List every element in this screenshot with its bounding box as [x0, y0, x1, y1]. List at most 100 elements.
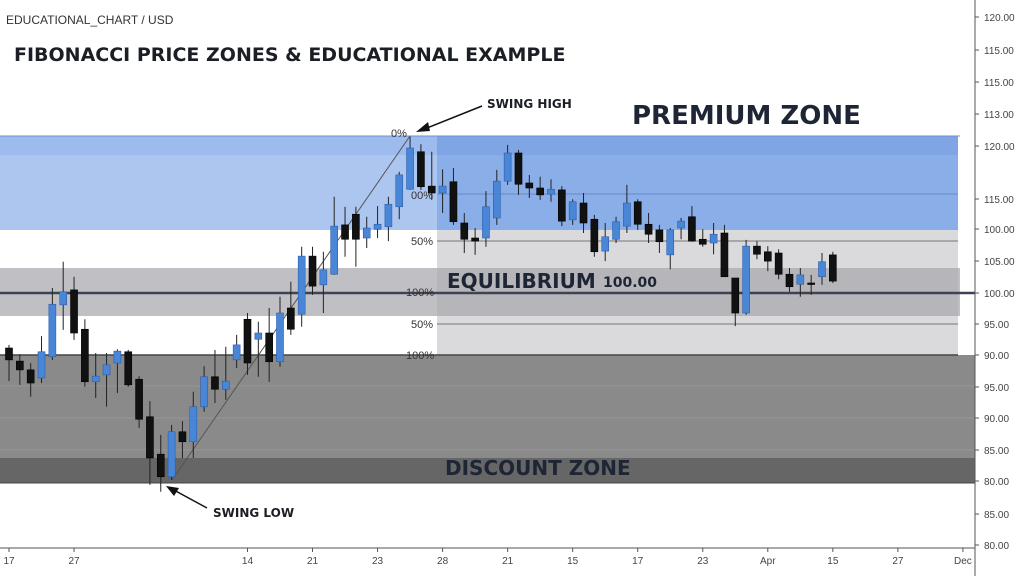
candle-bullish	[677, 218, 685, 240]
candle-bullish	[612, 216, 620, 243]
price-tick-label: 100.00	[984, 289, 1015, 300]
candle-body	[297, 255, 306, 315]
candle-body	[774, 252, 783, 275]
candle-body	[503, 152, 512, 182]
swing-high-arrow-icon	[416, 105, 483, 132]
candle-bullish	[330, 196, 339, 275]
candle-body	[547, 188, 555, 195]
swing-low-label: SWING LOW	[213, 506, 294, 520]
price-axis[interactable]: 120.00 115.00 115.00 113.00 120.00 115.00 100.…	[975, 13, 1015, 552]
time-tick-label: 27	[68, 556, 80, 567]
candle-body	[666, 229, 675, 256]
candle-bearish	[731, 277, 740, 327]
candle-bullish	[319, 251, 328, 313]
candle-body	[460, 222, 469, 240]
time-tick-label: 17	[3, 556, 15, 567]
discount-zone-label: DISCOUNT ZONE	[445, 456, 631, 480]
candle-body	[709, 233, 718, 244]
price-tick-label: 120.00	[984, 142, 1015, 153]
time-tick-label: 23	[372, 556, 384, 567]
fib-label-50-upper: 50%	[411, 236, 433, 248]
candle-bearish	[178, 421, 187, 458]
candle-bearish	[135, 376, 143, 428]
candle-body	[243, 318, 252, 364]
candle-body	[763, 251, 772, 262]
candle-bearish	[558, 186, 566, 227]
time-tick-label: Apr	[760, 556, 776, 567]
candle-bearish	[124, 349, 133, 387]
candle-body	[796, 274, 805, 285]
time-tick-label: 14	[242, 556, 254, 567]
candle-body	[568, 201, 577, 221]
candle-bullish	[384, 196, 393, 242]
candle-bearish	[265, 308, 273, 382]
candle-bullish	[709, 223, 718, 255]
candle-bullish	[200, 366, 208, 412]
swing-low-arrow-icon	[166, 486, 208, 509]
time-tick-label: 27	[892, 556, 904, 567]
candles	[5, 136, 837, 492]
candle-body	[362, 227, 371, 239]
candle-body	[178, 431, 187, 443]
candle-body	[492, 180, 501, 219]
time-axis[interactable]: 17 27 14 21 23 28 21 15 17 23 Apr 15 27 Dec	[3, 548, 972, 567]
candle-body	[612, 221, 620, 240]
candle-body	[558, 189, 566, 222]
candle-bearish	[81, 319, 89, 387]
candle-body	[330, 225, 339, 275]
candle-bearish	[26, 363, 35, 397]
candle-bearish	[70, 276, 78, 340]
candle-body	[742, 245, 750, 314]
candle-bullish	[91, 353, 100, 398]
fib-label-50-lower: 50%	[411, 319, 433, 331]
candle-bullish	[818, 253, 826, 285]
price-tick-label: 90.00	[984, 414, 1009, 425]
time-tick-label: 15	[827, 556, 839, 567]
candle-bullish	[373, 206, 382, 238]
candle-bullish	[167, 424, 176, 480]
candle-body	[698, 238, 707, 245]
candle-body	[536, 187, 544, 196]
candle-bullish	[395, 171, 404, 220]
candle-bullish	[742, 239, 750, 315]
candle-body	[48, 303, 57, 358]
candle-bullish	[102, 353, 111, 407]
price-tick-label: 115.00	[984, 46, 1014, 57]
candle-bearish	[633, 199, 642, 230]
candle-body	[623, 202, 631, 227]
price-tick-label: 120.00	[984, 13, 1015, 24]
candle-body	[427, 185, 436, 194]
candle-body	[449, 181, 458, 223]
candle-body	[232, 344, 241, 361]
candle-body	[135, 378, 143, 420]
time-tick-label: 21	[502, 556, 514, 567]
candle-body	[5, 347, 13, 361]
candle-body	[287, 307, 295, 330]
candle-body	[482, 206, 490, 239]
candle-body	[406, 147, 414, 190]
candle-body	[829, 254, 837, 282]
price-tick-label: 113.00	[984, 110, 1014, 121]
candle-body	[211, 376, 219, 390]
candle-body	[91, 375, 100, 383]
candle-bearish	[698, 229, 707, 247]
candle-body	[276, 312, 284, 363]
candle-body	[731, 277, 740, 314]
candle-bearish	[427, 151, 436, 200]
premium-zone	[0, 135, 960, 230]
candle-bullish	[568, 199, 577, 225]
time-tick-label: 15	[567, 556, 579, 567]
candle-bearish	[807, 274, 815, 295]
candle-body	[352, 213, 360, 240]
candle-bullish	[113, 349, 122, 393]
candle-bullish	[37, 336, 46, 383]
price-tick-label: 80.00	[984, 541, 1009, 552]
price-tick-label: 95.00	[984, 320, 1009, 331]
candle-bullish	[276, 296, 284, 367]
chart-title: FIBONACCI PRICE ZONES & EDUCATIONAL EXAM…	[14, 44, 565, 66]
candle-bearish	[644, 213, 653, 243]
candle-bearish	[753, 241, 761, 260]
candle-bearish	[5, 344, 13, 382]
candle-bearish	[352, 206, 360, 267]
